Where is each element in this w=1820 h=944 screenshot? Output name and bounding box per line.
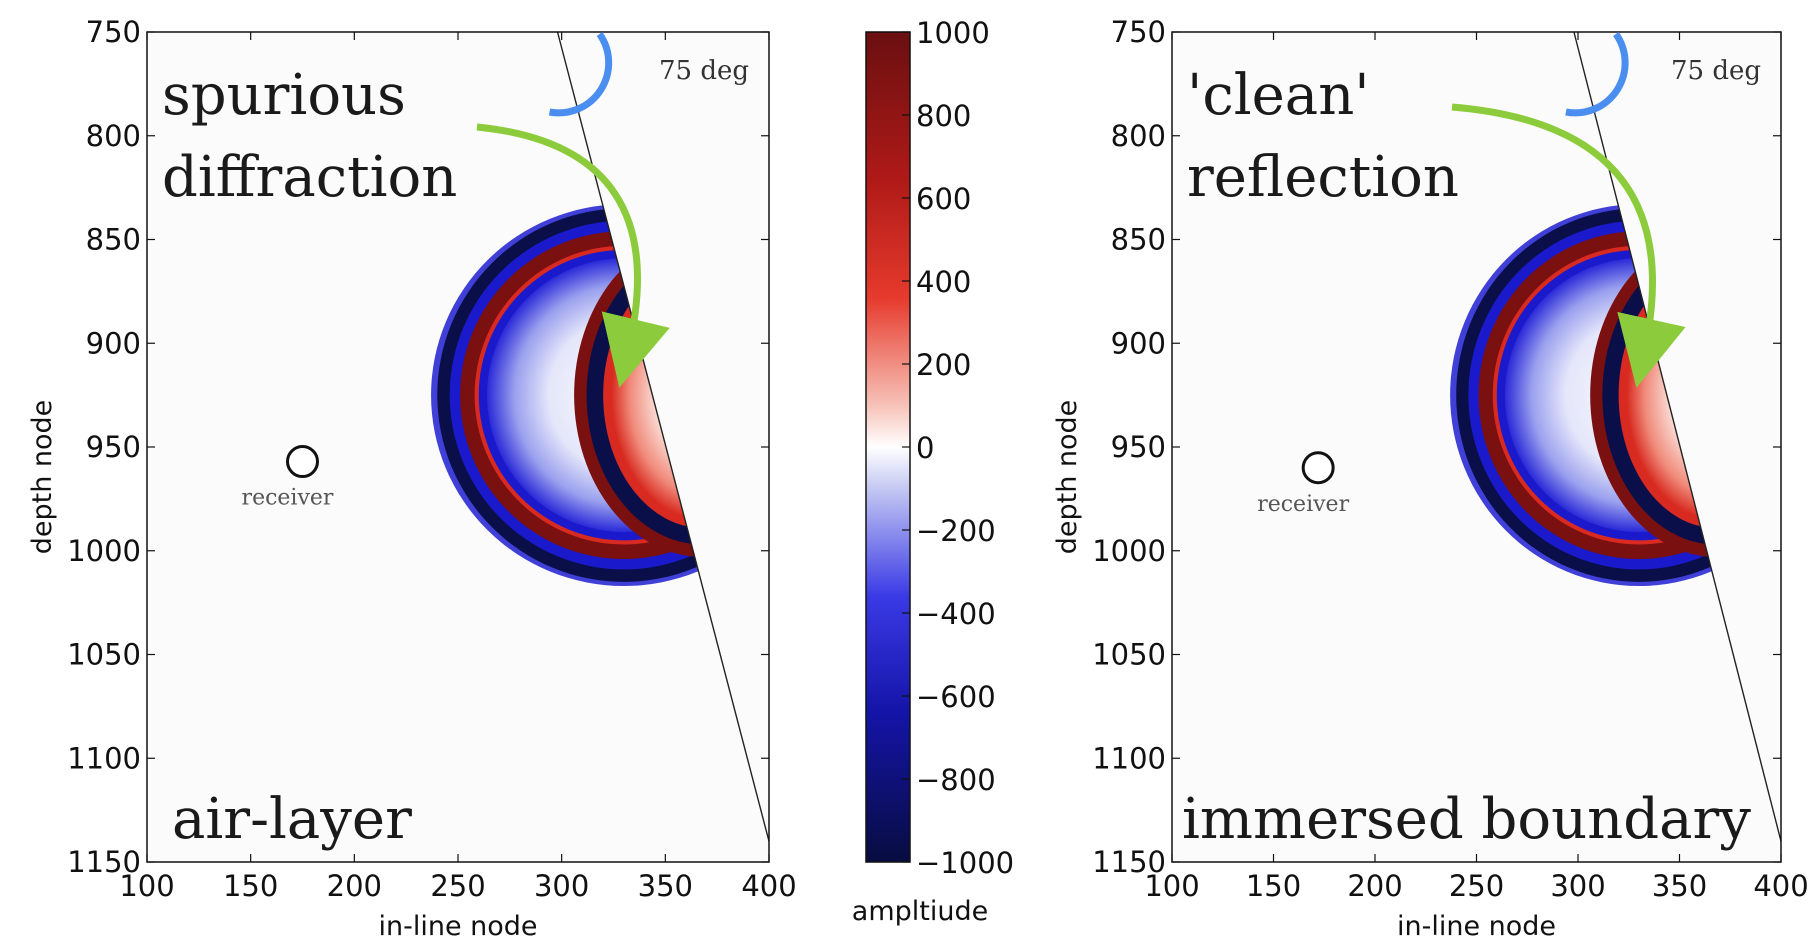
annotation-title-line2: diffraction <box>162 145 457 210</box>
x-tick-label: 250 <box>430 869 485 903</box>
colorbar-tick-label: 0 <box>916 431 934 465</box>
heatmap-panel-2: 100 150 200 250 300 350 400 750 800 850 900 950 1000… <box>1052 15 1809 942</box>
annotation-title-line1: 'clean' <box>1187 63 1370 128</box>
y-tick-label: 1050 <box>1092 638 1166 672</box>
annotation-angle: 75 deg <box>1671 56 1761 86</box>
x-tick-label: 200 <box>1347 869 1402 903</box>
colorbar-tick-label: −800 <box>916 763 996 797</box>
x-tick-label: 350 <box>1652 869 1707 903</box>
y-axis: 750 800 850 900 950 1000 1050 1100 1150 <box>1092 15 1781 879</box>
x-tick-label: 150 <box>1246 869 1301 903</box>
angle-arc <box>548 31 613 117</box>
x-tick-label: 300 <box>534 869 589 903</box>
green-arrow <box>476 123 670 388</box>
angle-arc <box>1565 31 1629 117</box>
y-tick-label: 1150 <box>1092 845 1166 879</box>
colorbar-tick-label: −600 <box>916 680 996 714</box>
y-tick-label: 900 <box>1111 326 1166 360</box>
y-tick-label: 800 <box>1111 119 1166 153</box>
colorbar: 1000 800 600 400 200 0 −200 −400 −600 −800 −1000 am… <box>852 16 1014 927</box>
y-tick-label: 1150 <box>67 845 141 879</box>
receiver-label: receiver <box>1257 492 1349 517</box>
y-tick-label: 850 <box>86 223 141 257</box>
green-arrow <box>1451 103 1686 388</box>
x-tick-label: 300 <box>1550 869 1605 903</box>
x-tick-label: 100 <box>1144 869 1199 903</box>
x-axis: 100 150 200 250 300 350 400 <box>119 32 797 903</box>
x-tick-label: 250 <box>1449 869 1504 903</box>
colorbar-tick-label: 200 <box>916 348 971 382</box>
y-tick-label: 950 <box>1111 430 1166 464</box>
colorbar-tick-label: 800 <box>916 99 971 133</box>
colorbar-tick-label: 400 <box>916 265 971 299</box>
annotation-boundary-type: immersed boundary <box>1182 787 1751 852</box>
y-axis-label: depth node <box>1052 400 1083 555</box>
y-axis: 750 800 850 900 950 1000 1050 1100 1150 <box>67 15 769 879</box>
y-tick-label: 850 <box>1111 223 1166 257</box>
colorbar-tick-label: 600 <box>916 182 971 216</box>
y-tick-label: 1100 <box>1092 741 1166 775</box>
y-tick-label: 900 <box>86 326 141 360</box>
y-tick-label: 1100 <box>67 741 141 775</box>
x-axis-label: in-line node <box>378 911 537 942</box>
receiver-marker <box>1301 451 1335 485</box>
colorbar-tick-label: −400 <box>916 597 996 631</box>
annotation-boundary-type: air-layer <box>172 787 412 852</box>
annotation-title-line2: reflection <box>1187 145 1459 210</box>
y-tick-label: 800 <box>86 119 141 153</box>
x-tick-label: 100 <box>119 869 174 903</box>
receiver-marker <box>286 445 319 479</box>
annotation-angle: 75 deg <box>659 56 749 86</box>
x-tick-label: 400 <box>741 869 796 903</box>
y-tick-label: 950 <box>86 430 141 464</box>
heatmap-panel-1: 100 150 200 250 300 350 400 750 800 850 900 950 1000… <box>27 15 797 942</box>
x-axis: 100 150 200 250 300 350 400 <box>1144 32 1809 903</box>
x-tick-label: 400 <box>1753 869 1808 903</box>
colorbar-tick-label: −200 <box>916 514 996 548</box>
colorbar-label: ampltiude <box>852 896 988 927</box>
x-tick-label: 350 <box>638 869 693 903</box>
y-axis-label: depth node <box>27 400 58 555</box>
y-tick-label: 1000 <box>1092 534 1166 568</box>
receiver-label: receiver <box>242 486 334 511</box>
y-tick-label: 1050 <box>67 638 141 672</box>
x-axis-label: in-line node <box>1397 911 1556 942</box>
annotation-title-line1: spurious <box>162 63 406 128</box>
colorbar-tick-label: −1000 <box>916 846 1014 880</box>
colorbar-tick-label: 1000 <box>916 16 990 50</box>
x-tick-label: 200 <box>327 869 382 903</box>
y-tick-label: 750 <box>1111 15 1166 49</box>
y-tick-label: 750 <box>86 15 141 49</box>
x-tick-label: 150 <box>223 869 278 903</box>
y-tick-label: 1000 <box>67 534 141 568</box>
